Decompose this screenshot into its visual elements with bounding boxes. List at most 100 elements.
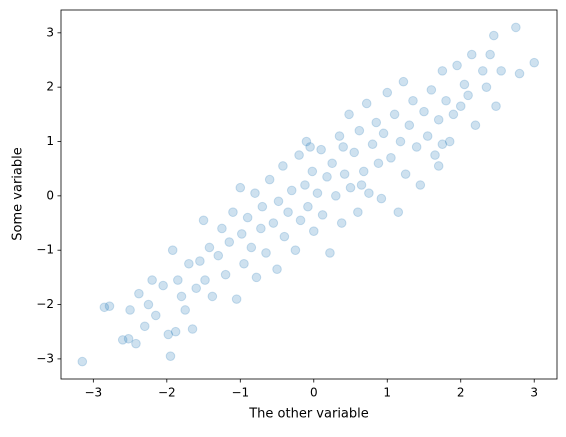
y-tick-label: −2: [36, 297, 54, 311]
point: [334, 131, 345, 141]
point: [361, 98, 372, 109]
point: [217, 223, 227, 234]
point: [393, 207, 404, 217]
point: [400, 169, 411, 179]
point: [220, 269, 231, 280]
point: [200, 275, 210, 285]
point: [295, 215, 306, 226]
point: [283, 207, 293, 217]
point: [173, 275, 183, 285]
x-axis-label: The other variable: [248, 407, 369, 422]
point: [256, 223, 266, 234]
point: [242, 212, 253, 223]
point: [398, 76, 409, 87]
point: [382, 87, 393, 98]
point: [466, 49, 477, 60]
point: [358, 166, 369, 177]
point: [235, 182, 246, 193]
point: [300, 180, 310, 190]
point: [430, 150, 440, 160]
point: [354, 125, 365, 136]
point: [419, 106, 429, 117]
point: [165, 351, 176, 361]
point: [204, 242, 215, 253]
point: [356, 180, 367, 190]
point: [514, 68, 525, 79]
point: [408, 95, 418, 106]
point: [378, 128, 389, 139]
point: [134, 288, 144, 299]
point: [339, 169, 350, 179]
point: [286, 185, 297, 196]
point: [415, 180, 426, 190]
x-tick-label: 2: [457, 386, 465, 400]
point: [349, 147, 359, 158]
point: [303, 201, 313, 212]
point: [433, 114, 444, 125]
point: [327, 158, 337, 169]
point: [264, 174, 275, 185]
y-tick-label: 2: [46, 80, 54, 94]
point: [511, 22, 521, 33]
point: [470, 120, 481, 131]
x-tick-label: 1: [383, 386, 391, 400]
point: [364, 188, 374, 198]
point: [261, 248, 271, 258]
point: [307, 166, 318, 177]
point: [422, 131, 433, 141]
point: [163, 329, 174, 340]
y-tick-label: 1: [46, 134, 54, 148]
point: [170, 326, 181, 337]
point: [184, 258, 194, 269]
point: [437, 66, 448, 76]
point: [294, 150, 304, 160]
point: [338, 142, 348, 152]
point: [336, 218, 347, 228]
point: [139, 321, 150, 332]
point: [251, 272, 262, 283]
point: [433, 161, 444, 171]
point: [213, 250, 224, 261]
point: [344, 109, 354, 120]
point: [207, 291, 218, 302]
point: [459, 79, 470, 90]
point: [331, 191, 341, 201]
point: [371, 117, 382, 128]
x-tick-label: −2: [158, 386, 176, 400]
point: [312, 188, 323, 198]
point: [426, 85, 437, 95]
point: [187, 324, 198, 334]
point: [250, 188, 260, 198]
point: [411, 142, 422, 152]
point: [279, 231, 290, 242]
point: [77, 356, 88, 367]
point: [345, 182, 356, 193]
point: [404, 120, 415, 131]
point: [489, 30, 499, 41]
x-tick-label: −3: [84, 386, 102, 400]
plot-frame: [60, 9, 558, 380]
point: [191, 283, 202, 294]
point: [452, 60, 462, 71]
point: [481, 82, 492, 92]
point: [353, 207, 363, 217]
y-tick-label: 0: [46, 188, 54, 202]
point: [198, 215, 209, 226]
point: [167, 245, 178, 256]
point: [123, 333, 134, 344]
y-axis-label: Some variable: [11, 147, 26, 240]
point: [268, 218, 279, 228]
point: [257, 201, 268, 212]
point: [367, 139, 378, 150]
point: [448, 109, 459, 120]
point: [437, 139, 448, 150]
point: [272, 264, 282, 275]
point: [239, 258, 249, 269]
point: [376, 193, 387, 204]
point: [325, 248, 335, 258]
point: [143, 299, 154, 310]
x-tick-label: −1: [231, 386, 249, 400]
point: [308, 226, 319, 236]
point: [496, 66, 506, 76]
